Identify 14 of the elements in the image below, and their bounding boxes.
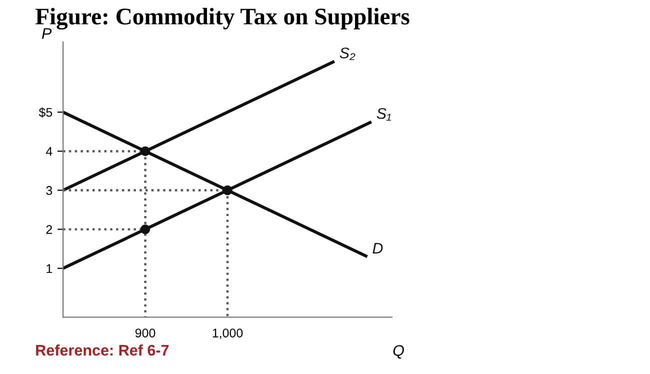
text: Reference: Ref 6-7 (36, 344, 169, 356)
x-axis-title: Q (393, 345, 404, 359)
y-tick-label: $5 (38, 107, 52, 118)
chart-title: Figure: Commodity Tax on Suppliers (36, 8, 410, 30)
series-label: S₁ (376, 108, 391, 121)
y-tick-label: 1 (46, 264, 52, 273)
series-label: D (372, 242, 383, 254)
x-tick-label: 900 (135, 328, 156, 338)
y-axis-title: P (42, 28, 52, 39)
x-tick-label: 1,000 (212, 328, 243, 339)
y-tick-label: 4 (46, 147, 52, 156)
y-tick-label: 3 (46, 186, 52, 195)
series-label: S₂ (340, 48, 356, 60)
y-tick-label: 2 (46, 225, 52, 234)
